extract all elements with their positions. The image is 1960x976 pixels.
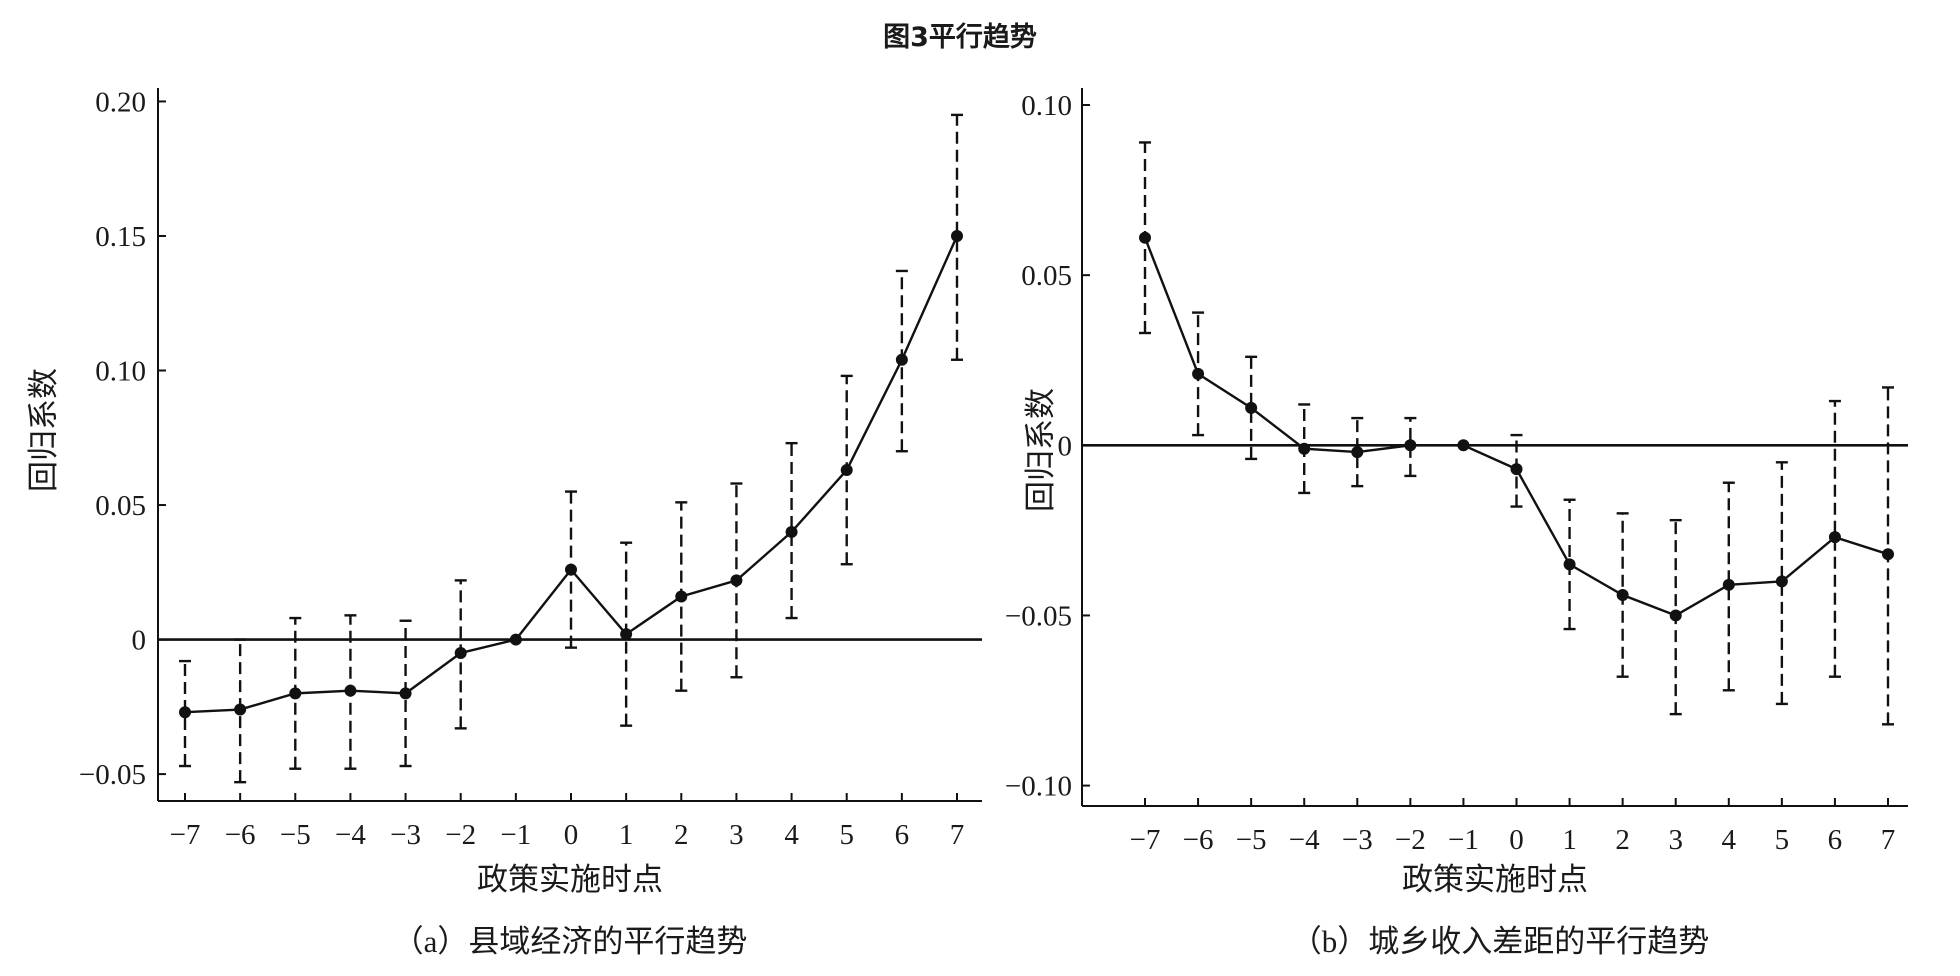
figure-title: 图3平行趋势 (883, 21, 1037, 53)
x-tick-label: −5 (1236, 824, 1267, 856)
x-tick-label: 5 (839, 819, 854, 851)
x-tick-label: −2 (445, 819, 476, 851)
x-tick-label: 3 (1668, 824, 1683, 856)
data-point (399, 687, 412, 700)
x-axis-label: 政策实施时点 (477, 862, 663, 897)
y-tick-label: 0.10 (95, 356, 146, 388)
data-point (344, 684, 357, 697)
y-tick-label: −0.10 (1005, 771, 1072, 803)
data-point (620, 628, 633, 641)
x-tick-label: 4 (1722, 824, 1737, 856)
x-tick-label: −2 (1395, 824, 1426, 856)
data-point (1404, 439, 1417, 452)
x-tick-label: 7 (950, 819, 965, 851)
x-tick-label: 0 (564, 819, 579, 851)
data-point (785, 525, 798, 538)
x-tick-label: 2 (1615, 824, 1630, 856)
x-tick-label: 7 (1881, 824, 1896, 856)
x-tick-label: 2 (674, 819, 689, 851)
x-tick-label: −1 (1448, 824, 1479, 856)
data-point (1245, 401, 1258, 414)
x-tick-label: −7 (1130, 824, 1161, 856)
panel-caption: （a）县域经济的平行趋势 (393, 924, 748, 959)
data-point (840, 464, 853, 477)
y-tick-label: 0.10 (1021, 90, 1072, 122)
data-point (179, 706, 191, 719)
x-tick-label: −1 (500, 819, 531, 851)
data-point (895, 353, 908, 366)
data-point (675, 590, 688, 603)
data-point (951, 229, 963, 242)
y-axis-label: 回归系数 (1023, 388, 1058, 512)
data-point (234, 703, 247, 716)
data-point (1139, 231, 1151, 244)
panel-a: −0.05 0 0.05 0.10 0.15 0.20 −7 −6 −5 −4 −3 −2 −1 0 1 2 3… (26, 86, 982, 959)
x-tick-label: 1 (1562, 824, 1577, 856)
y-tick-label: 0.20 (95, 86, 146, 118)
x-tick-label: −7 (170, 819, 201, 851)
y-tick-label: −0.05 (1005, 600, 1072, 632)
data-point (1563, 558, 1576, 571)
x-tick-label: −3 (1342, 824, 1373, 856)
data-point (1192, 367, 1205, 380)
data-point (454, 647, 467, 660)
data-point (1510, 463, 1523, 476)
y-tick-label: 0.05 (1021, 260, 1072, 292)
data-point (1722, 578, 1735, 591)
data-point (1775, 575, 1788, 588)
x-tick-label: −6 (1183, 824, 1214, 856)
x-tick-label: −6 (225, 819, 256, 851)
x-tick-label: 5 (1775, 824, 1790, 856)
data-point (509, 633, 522, 646)
x-tick-label: −5 (280, 819, 311, 851)
y-tick-label: 0 (1058, 430, 1073, 462)
data-point (1457, 439, 1470, 452)
x-tick-label: 6 (895, 819, 910, 851)
data-point (1882, 548, 1894, 561)
y-tick-label: 0.05 (95, 490, 146, 522)
x-tick-label: −3 (390, 819, 421, 851)
data-point (730, 574, 743, 587)
y-axis-label: 回归系数 (26, 368, 61, 492)
data-point (1298, 442, 1311, 455)
series-line (1143, 237, 1889, 617)
y-tick-label: 0.15 (95, 221, 146, 253)
y-tick-label: −0.05 (79, 759, 146, 791)
x-tick-label: 6 (1828, 824, 1843, 856)
data-point (289, 687, 302, 700)
x-tick-label: −4 (1289, 824, 1320, 856)
x-tick-label: 3 (729, 819, 744, 851)
x-tick-label: 0 (1509, 824, 1524, 856)
panel-b: −0.10 −0.05 0 0.05 0.10 −7 −6 −5 −4 −3 −2 −1 0 1 2 3 4 5 6… (1005, 88, 1908, 959)
data-point (1828, 531, 1841, 544)
x-tick-label: −4 (335, 819, 366, 851)
x-axis-label: 政策实施时点 (1402, 862, 1588, 897)
x-tick-label: 1 (619, 819, 634, 851)
data-point (1616, 589, 1629, 602)
data-point (565, 563, 577, 576)
data-point (1351, 446, 1364, 459)
data-point (1669, 609, 1682, 622)
y-tick-label: 0 (132, 625, 147, 657)
panel-caption: （b）城乡收入差距的平行趋势 (1291, 924, 1710, 959)
x-tick-label: 4 (784, 819, 799, 851)
